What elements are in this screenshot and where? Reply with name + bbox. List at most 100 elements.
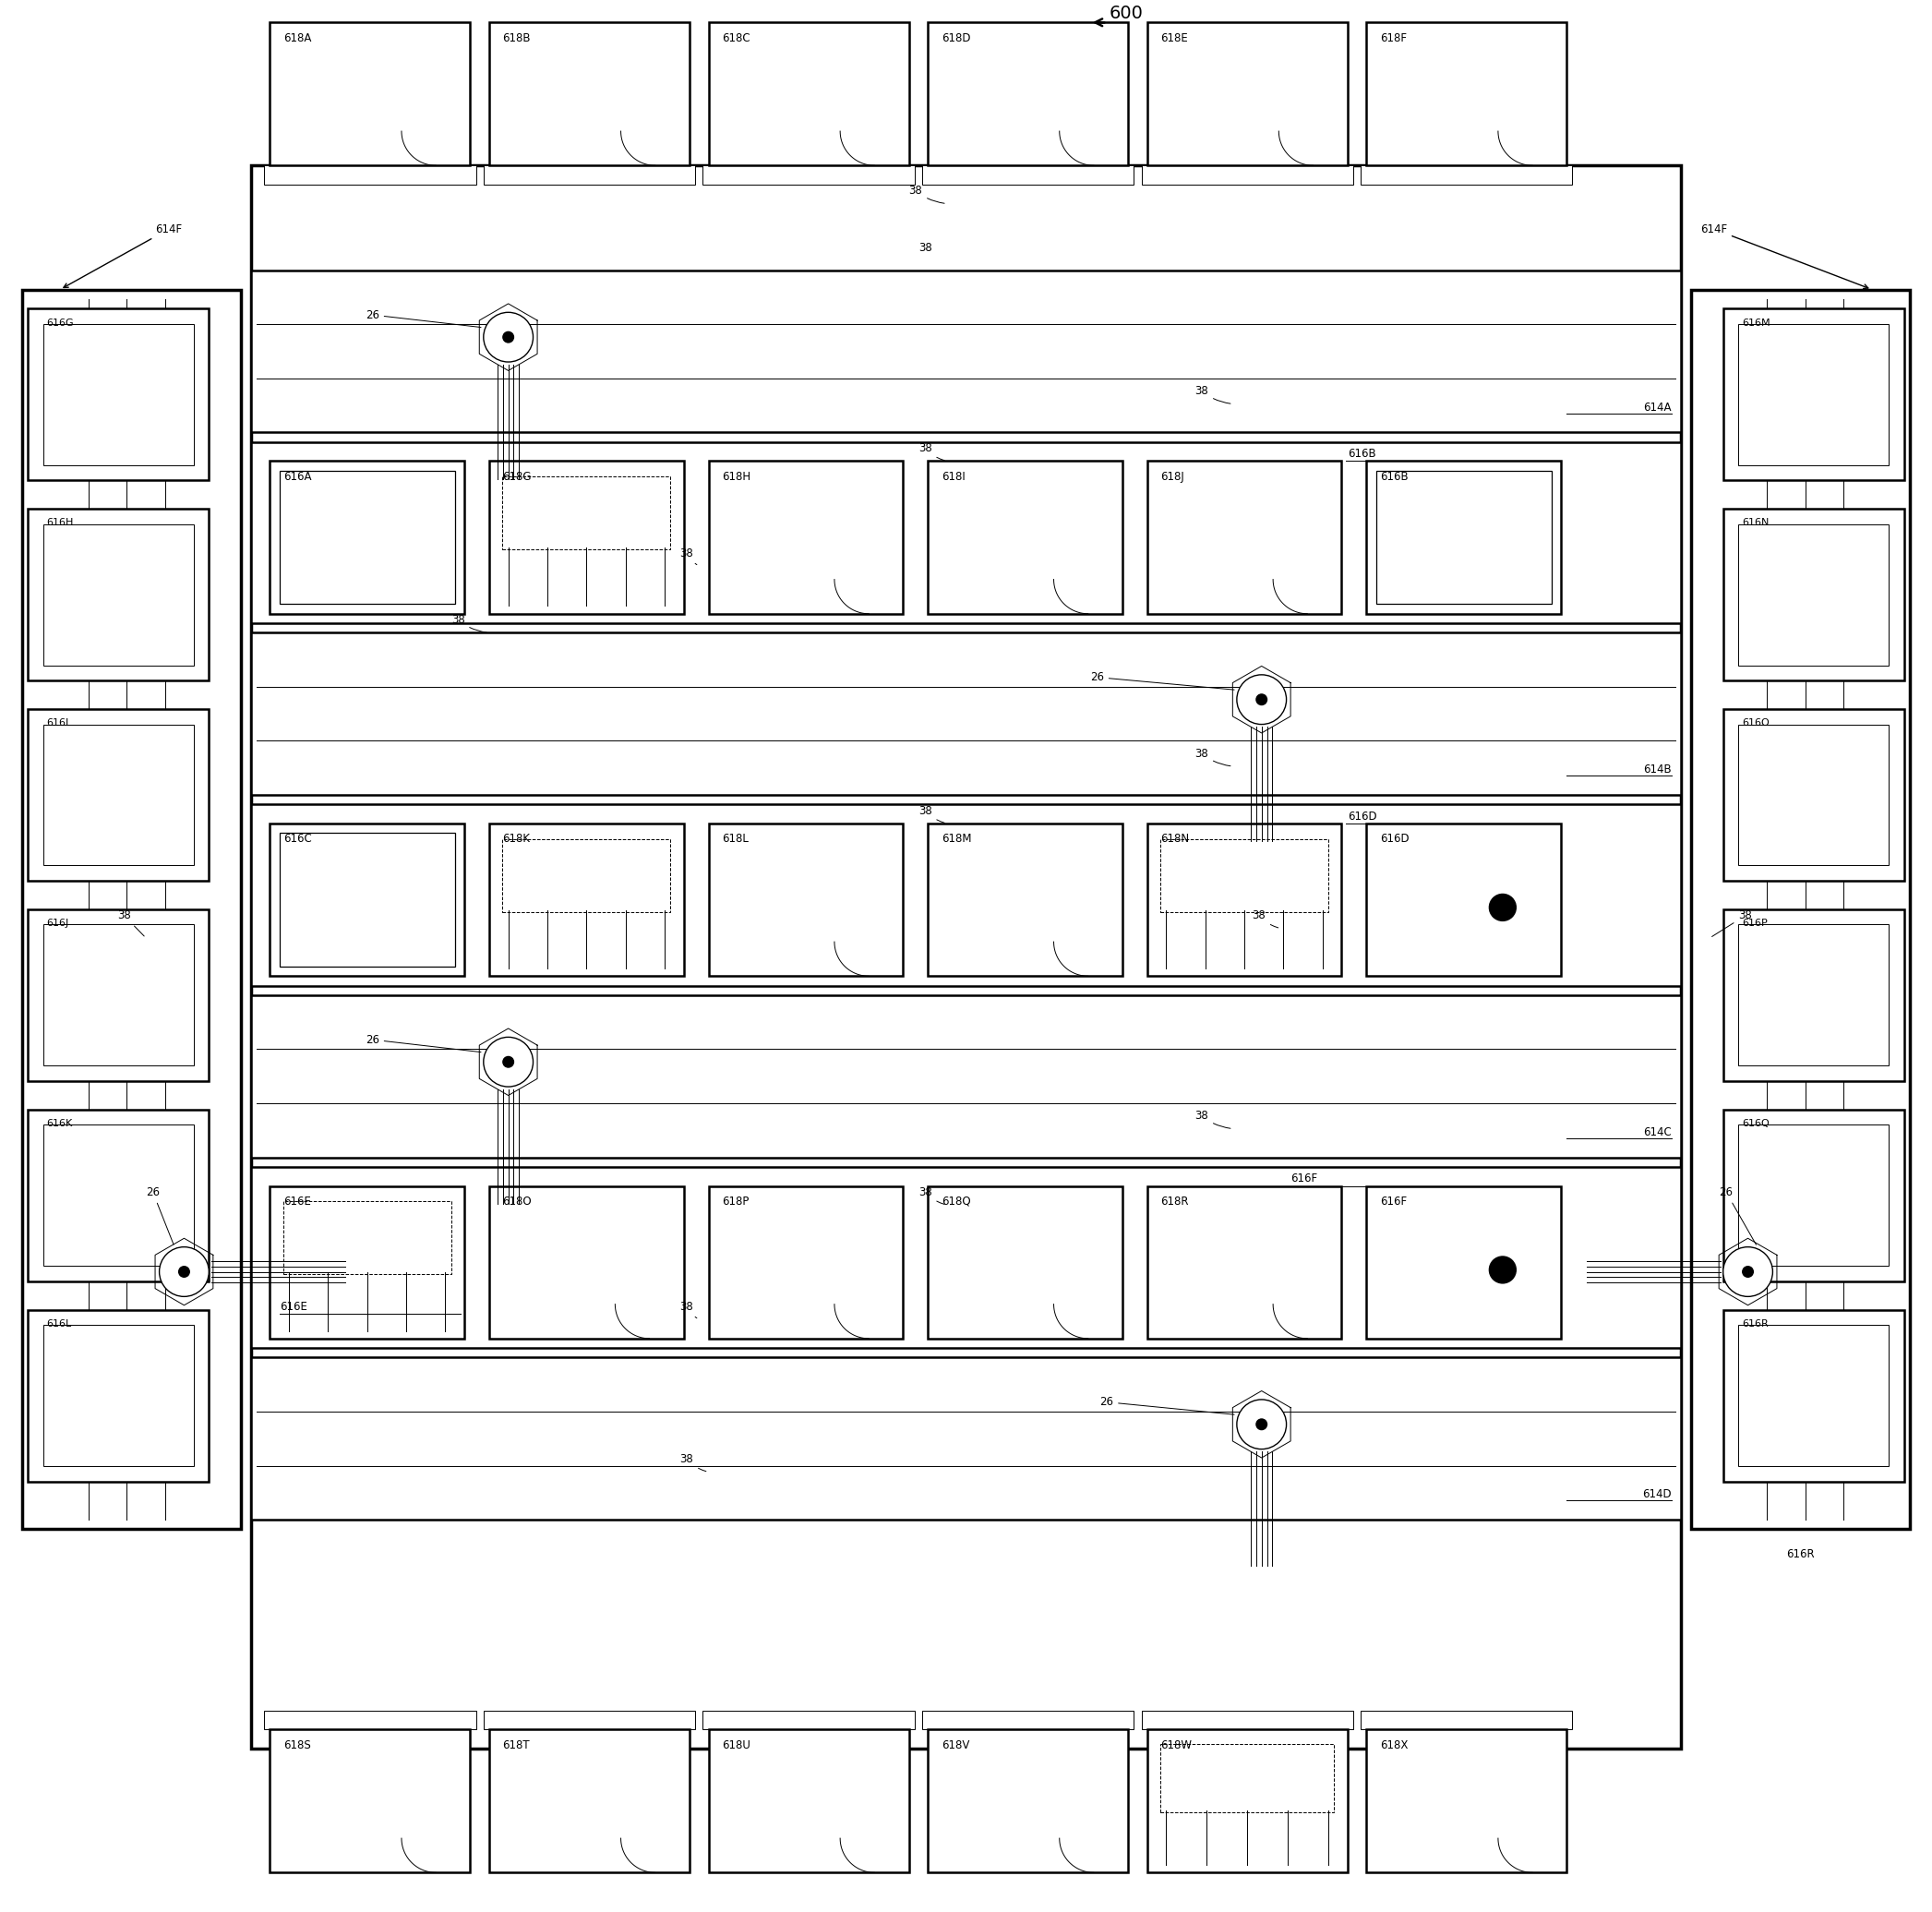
Bar (1723, 509, 1905, 681)
Bar (502, 839, 670, 912)
Text: 616N: 616N (1743, 518, 1770, 528)
Bar (927, 1730, 1128, 1872)
Text: 26: 26 (1090, 671, 1235, 690)
Text: 618B: 618B (502, 33, 531, 44)
Text: 616A: 616A (284, 470, 311, 482)
Text: 618H: 618H (723, 470, 752, 482)
Bar (270, 23, 469, 166)
Bar (1723, 308, 1905, 480)
Bar (927, 824, 1122, 977)
Bar (21, 289, 242, 1530)
Text: 618L: 618L (723, 834, 748, 845)
Bar (1142, 1711, 1352, 1730)
Text: 616Q: 616Q (1743, 1119, 1770, 1128)
Text: 618W: 618W (1161, 1740, 1192, 1751)
Text: 618M: 618M (941, 834, 972, 845)
Circle shape (502, 333, 514, 342)
Bar (1739, 925, 1889, 1065)
Circle shape (483, 1036, 533, 1086)
Bar (927, 1185, 1122, 1338)
Bar (270, 461, 464, 614)
Bar (270, 1730, 469, 1872)
Bar (922, 166, 1134, 185)
Circle shape (1236, 1400, 1287, 1449)
Text: 616P: 616P (1743, 920, 1768, 927)
Bar (251, 270, 1681, 432)
Text: 618J: 618J (1161, 470, 1184, 482)
Bar (927, 23, 1128, 166)
Text: 38: 38 (1194, 384, 1231, 403)
Text: 618I: 618I (941, 470, 964, 482)
Bar (43, 925, 193, 1065)
Circle shape (483, 312, 533, 361)
Bar (270, 824, 464, 977)
Text: 614D: 614D (1642, 1489, 1671, 1501)
Bar (703, 1711, 914, 1730)
Circle shape (180, 1266, 189, 1277)
Text: 26: 26 (147, 1185, 174, 1245)
Bar (27, 1109, 209, 1281)
Bar (922, 1711, 1134, 1730)
Bar (251, 1358, 1681, 1520)
Text: 616O: 616O (1743, 719, 1770, 728)
Bar (1723, 1310, 1905, 1482)
Circle shape (1236, 675, 1287, 725)
Text: 26: 26 (365, 310, 481, 327)
Text: 38: 38 (918, 1185, 945, 1205)
Text: 616D: 616D (1347, 811, 1378, 822)
Text: 618F: 618F (1379, 33, 1406, 44)
Bar (251, 442, 1681, 623)
Text: 618D: 618D (941, 33, 970, 44)
Text: 38: 38 (118, 910, 145, 937)
Bar (43, 1325, 193, 1467)
Bar (1366, 23, 1567, 166)
Text: 618A: 618A (284, 33, 311, 44)
Text: 38: 38 (918, 442, 945, 461)
Bar (1161, 839, 1329, 912)
Bar (27, 308, 209, 480)
Text: 38: 38 (680, 1453, 705, 1472)
Text: 38: 38 (908, 185, 945, 203)
Text: 618X: 618X (1379, 1740, 1408, 1751)
Text: 616L: 616L (46, 1319, 71, 1329)
Text: 38: 38 (918, 805, 945, 822)
Text: 618N: 618N (1161, 834, 1190, 845)
Text: 38: 38 (918, 243, 931, 254)
Bar (43, 524, 193, 665)
Circle shape (502, 1057, 514, 1067)
Bar (265, 1711, 475, 1730)
Text: 616C: 616C (284, 834, 311, 845)
Text: 38: 38 (1252, 910, 1279, 927)
Circle shape (1743, 1266, 1752, 1277)
Text: 618E: 618E (1161, 33, 1188, 44)
Text: 614C: 614C (1644, 1126, 1671, 1138)
Bar (1148, 1730, 1347, 1872)
Bar (1376, 470, 1551, 604)
Bar (251, 1166, 1681, 1348)
Bar (1739, 1124, 1889, 1266)
Text: 616F: 616F (1291, 1172, 1318, 1185)
Bar (1148, 1185, 1341, 1338)
Bar (1360, 1711, 1573, 1730)
Text: 38: 38 (680, 1300, 697, 1317)
Text: 618P: 618P (723, 1195, 750, 1208)
Text: 618C: 618C (723, 33, 750, 44)
Text: 618R: 618R (1161, 1195, 1188, 1208)
Text: 616D: 616D (1379, 834, 1408, 845)
Text: 38: 38 (1194, 748, 1231, 767)
Text: 618S: 618S (284, 1740, 311, 1751)
Bar (489, 1185, 684, 1338)
Bar (1148, 23, 1347, 166)
Bar (483, 166, 696, 185)
Bar (1360, 166, 1573, 185)
Text: 616J: 616J (46, 920, 70, 927)
Bar (1366, 1185, 1561, 1338)
Bar (1148, 461, 1341, 614)
Text: 38: 38 (1712, 910, 1752, 937)
Bar (27, 509, 209, 681)
Bar (280, 834, 454, 967)
Text: 616G: 616G (46, 317, 73, 327)
Bar (270, 1185, 464, 1338)
Text: 614A: 614A (1644, 402, 1671, 413)
Text: 616E: 616E (280, 1300, 307, 1314)
